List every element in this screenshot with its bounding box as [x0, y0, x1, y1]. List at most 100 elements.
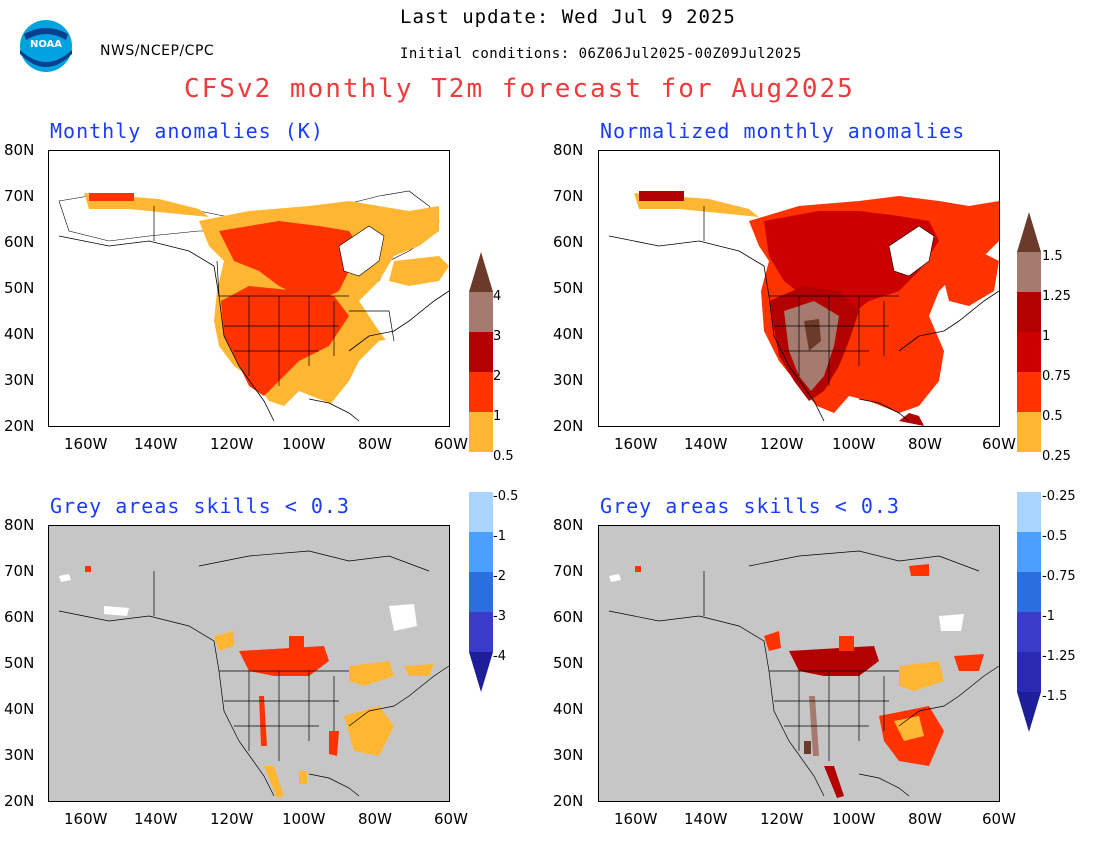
lat-label: 80N — [4, 516, 35, 534]
last-update: Last update: Wed Jul 9 2025 — [400, 6, 736, 28]
panel-title-bottom-left: Grey areas skills < 0.3 — [50, 494, 350, 518]
colorbar-label: 1 — [493, 409, 502, 424]
colorbar-right — [1017, 212, 1041, 732]
colorbar-label: -4 — [493, 649, 506, 664]
lat-label: 50N — [553, 654, 584, 672]
colorbar-label: -0.5 — [1042, 529, 1068, 544]
lon-label: 160W — [614, 810, 658, 828]
colorbar-segment — [1017, 452, 1041, 492]
lon-label: 80W — [908, 435, 942, 453]
colorbar-segment — [1017, 292, 1041, 332]
lat-label: 50N — [4, 654, 35, 672]
lat-label: 20N — [553, 417, 584, 435]
map-canvas-bottom-left — [49, 526, 449, 801]
lat-label: 70N — [4, 562, 35, 580]
lon-label: 140W — [134, 435, 178, 453]
colorbar-label: -3 — [493, 609, 506, 624]
lon-label: 160W — [64, 435, 108, 453]
colorbar-segment — [1017, 572, 1041, 612]
colorbar-label: 4 — [493, 289, 502, 304]
map-top-left — [48, 150, 450, 427]
lat-label: 40N — [553, 325, 584, 343]
colorbar-label: -1 — [493, 529, 506, 544]
lon-label: 120W — [760, 810, 804, 828]
colorbar-segment — [469, 332, 493, 372]
lat-label: 50N — [4, 279, 35, 297]
colorbar-label: 0.5 — [493, 449, 514, 464]
colorbar-segment — [1017, 692, 1041, 732]
lat-label: 20N — [4, 792, 35, 810]
panel-title-bottom-right: Grey areas skills < 0.3 — [600, 494, 900, 518]
colorbar-segment — [1017, 612, 1041, 652]
colorbar-segment — [469, 652, 493, 692]
colorbar-label: -1 — [1042, 609, 1055, 624]
panel-title-top-right: Normalized monthly anomalies — [600, 119, 966, 143]
lat-label: 20N — [4, 417, 35, 435]
colorbar-label: -0.75 — [1042, 569, 1076, 584]
lat-label: 60N — [4, 608, 35, 626]
initial-conditions: Initial conditions: 06Z06Jul2025-00Z09Ju… — [400, 46, 802, 62]
colorbar-label: 3 — [493, 329, 502, 344]
lat-label: 50N — [553, 279, 584, 297]
lat-label: 30N — [4, 371, 35, 389]
lon-label: 100W — [832, 810, 876, 828]
colorbar-segment — [1017, 532, 1041, 572]
colorbar-segment — [469, 612, 493, 652]
colorbar-segment — [469, 492, 493, 532]
lon-label: 160W — [64, 810, 108, 828]
colorbar-label: -0.5 — [493, 489, 519, 504]
colorbar-segment — [469, 532, 493, 572]
colorbar-segment — [469, 372, 493, 412]
lon-label: 120W — [760, 435, 804, 453]
lat-label: 30N — [4, 746, 35, 764]
lon-label: 80W — [908, 810, 942, 828]
lon-label: 140W — [684, 435, 728, 453]
colorbar-label: 0.25 — [1042, 449, 1071, 464]
lon-label: 140W — [134, 810, 178, 828]
colorbar-segment — [1017, 412, 1041, 452]
colorbar-segment — [1017, 252, 1041, 292]
lat-label: 20N — [553, 792, 584, 810]
lon-label: 60W — [434, 435, 468, 453]
colorbar-segment — [469, 572, 493, 612]
lon-label: 80W — [358, 435, 392, 453]
colorbar-segment — [1017, 332, 1041, 372]
lat-label: 40N — [4, 325, 35, 343]
map-canvas-top-left — [49, 151, 449, 426]
colorbar-label: -2 — [493, 569, 506, 584]
lon-label: 100W — [282, 810, 326, 828]
colorbar-segment — [1017, 372, 1041, 412]
colorbar-left — [469, 252, 493, 692]
colorbar-label: 0.5 — [1042, 409, 1063, 424]
svg-text:NOAA: NOAA — [30, 39, 62, 50]
lat-label: 70N — [553, 187, 584, 205]
lon-label: 80W — [358, 810, 392, 828]
colorbar-label: 1.25 — [1042, 289, 1071, 304]
map-canvas-bottom-right — [599, 526, 999, 801]
colorbar-segment — [1017, 652, 1041, 692]
lon-label: 120W — [210, 435, 254, 453]
lat-label: 70N — [4, 187, 35, 205]
lat-label: 40N — [4, 700, 35, 718]
colorbar-label: 2 — [493, 369, 502, 384]
lat-label: 30N — [553, 371, 584, 389]
colorbar-segment — [1017, 212, 1041, 252]
colorbar-segment — [469, 452, 493, 492]
colorbar-label: -1.25 — [1042, 649, 1076, 664]
lat-label: 80N — [4, 141, 35, 159]
colorbar-segment — [469, 252, 493, 292]
colorbar-segment — [469, 292, 493, 332]
lon-label: 60W — [434, 810, 468, 828]
page-title: CFSv2 monthly T2m forecast for Aug2025 — [184, 74, 855, 104]
lat-label: 40N — [553, 700, 584, 718]
panel-title-top-left: Monthly anomalies (K) — [50, 119, 324, 143]
lat-label: 70N — [553, 562, 584, 580]
map-top-right — [598, 150, 1000, 427]
lat-label: 80N — [553, 516, 584, 534]
colorbar-segment — [1017, 492, 1041, 532]
lat-label: 60N — [553, 233, 584, 251]
noaa-logo: NOAA — [18, 14, 74, 78]
lat-label: 30N — [553, 746, 584, 764]
colorbar-label: 0.75 — [1042, 369, 1071, 384]
lon-label: 60W — [982, 435, 1016, 453]
